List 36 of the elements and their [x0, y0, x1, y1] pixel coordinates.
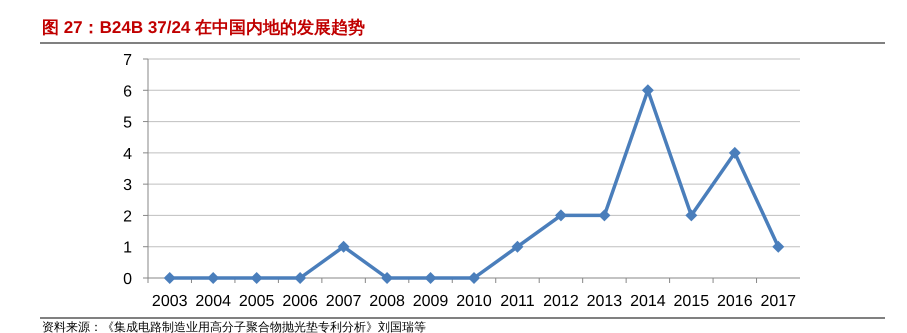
x-tick-label: 2013 — [586, 293, 622, 310]
x-tick-label: 2004 — [195, 293, 232, 310]
x-tick-label: 2016 — [717, 293, 753, 310]
y-tick-label: 1 — [123, 240, 132, 257]
point — [772, 240, 784, 253]
point — [468, 272, 480, 284]
x-tick-label: 2010 — [456, 293, 492, 310]
chart-title: 图 27：B24B 37/24 在中国内地的发展趋势 — [42, 18, 366, 37]
point — [642, 84, 654, 96]
x-tick-label: 2006 — [282, 293, 318, 310]
y-tick-label: 2 — [123, 208, 132, 226]
point — [554, 209, 567, 222]
x-tick-label: 2009 — [412, 293, 448, 310]
x-tick-label: 2008 — [369, 293, 405, 310]
point — [338, 240, 350, 253]
x-tick-label: 2005 — [238, 293, 275, 310]
y-tick-label: 7 — [123, 52, 132, 69]
x-tick-label: 2015 — [674, 293, 710, 310]
x-tick-label: 2014 — [630, 293, 666, 310]
x-tick-label: 2012 — [543, 293, 579, 310]
point — [294, 272, 306, 284]
point — [728, 146, 741, 159]
point — [207, 272, 220, 284]
text: 资料来源：《集成电路制造业用高分子聚合物抛光垫专利分析》刘国瑞等 — [42, 320, 426, 333]
y-tick-label: 5 — [123, 114, 132, 132]
x-tick-label: 2017 — [760, 293, 796, 310]
y-tick-label: 6 — [123, 83, 132, 100]
x-tick-label: 2003 — [152, 293, 188, 310]
y-tick-label: 0 — [123, 271, 132, 288]
x-tick-label: 2011 — [500, 293, 535, 310]
point — [164, 272, 176, 284]
x-tick-label: 2007 — [326, 293, 362, 310]
point — [685, 209, 698, 222]
y-tick-label: 3 — [123, 177, 132, 194]
y-tick-label: 4 — [123, 146, 132, 163]
point — [511, 240, 524, 253]
